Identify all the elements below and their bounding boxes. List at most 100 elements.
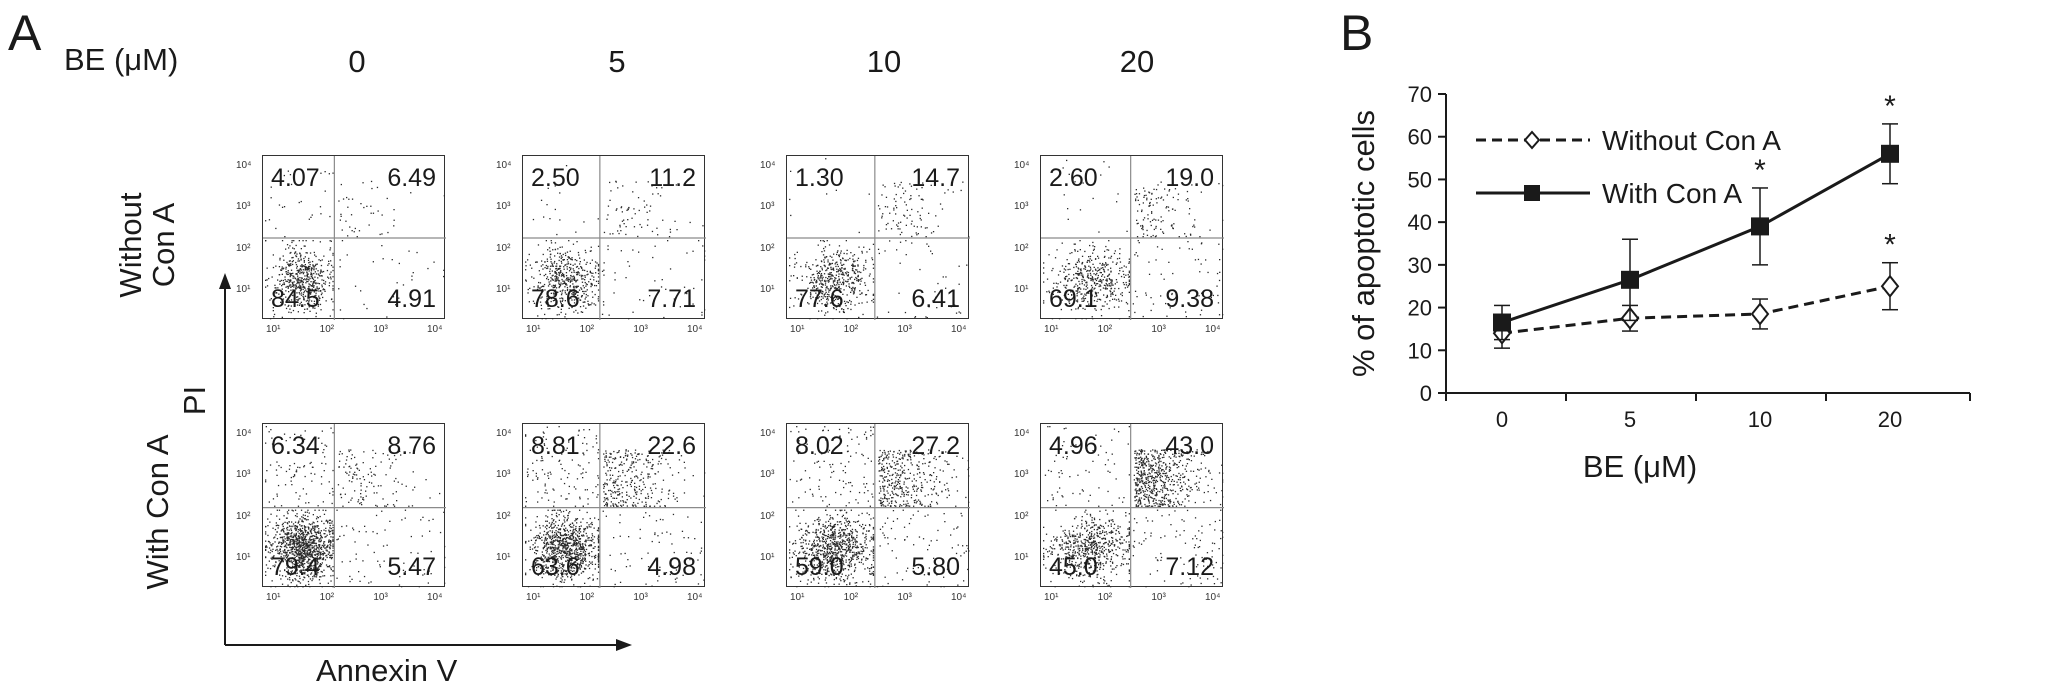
flow-y-tick: 10⁴: [1014, 428, 1030, 439]
pi-axis-label: PI: [177, 385, 213, 416]
flow-plot: 6.34 8.76 79.4 5.47: [262, 423, 446, 588]
legend-label: With Con A: [1602, 178, 1742, 209]
data-point: [1750, 302, 1770, 326]
flow-plot-scatter: [1041, 424, 1224, 588]
flow-y-tick: 10⁴: [496, 428, 512, 439]
panel-b-label: B: [1340, 5, 1374, 61]
x-tick-label: 10: [1748, 407, 1772, 432]
flow-x-tick: 10¹: [526, 324, 541, 335]
legend-label: Without Con A: [1602, 125, 1781, 156]
flow-plot-scatter: [1041, 156, 1224, 320]
flow-y-tick: 10²: [760, 510, 775, 522]
flow-x-tick: 10⁴: [687, 324, 703, 335]
quadrant-upper-left-value: 1.30: [795, 164, 844, 192]
flow-plot-scatter: [523, 156, 706, 320]
flow-x-tick: 10³: [373, 324, 388, 335]
flow-x-tick: 10³: [633, 324, 648, 335]
flow-plot-scatter: [263, 156, 446, 320]
flow-y-tick: 10⁴: [496, 160, 512, 171]
flow-x-tick: 10³: [633, 592, 648, 603]
flow-x-tick: 10¹: [526, 592, 541, 603]
x-axis-label: BE (μM): [1583, 449, 1697, 484]
quadrant-upper-right-value: 19.0: [1165, 164, 1214, 192]
flow-x-tick: 10¹: [1044, 592, 1059, 603]
quadrant-lower-left-value: 79.4: [271, 553, 320, 581]
flow-x-tick: 10⁴: [951, 324, 967, 335]
x-tick-label: 5: [1624, 407, 1636, 432]
flow-x-tick: 10⁴: [1205, 592, 1221, 603]
quadrant-lower-left-value: 84.5: [271, 285, 320, 313]
flow-y-tick: 10²: [236, 510, 251, 522]
flow-x-tick: 10⁴: [951, 592, 967, 603]
y-axis-label: % of apoptotic cells: [1346, 110, 1381, 377]
quadrant-upper-left-value: 4.96: [1049, 432, 1098, 460]
quadrant-lower-right-value: 5.80: [911, 553, 960, 581]
x-tick-label: 0: [1496, 407, 1508, 432]
flow-x-tick: 10⁴: [687, 592, 703, 603]
data-point: [1880, 274, 1900, 298]
quadrant-upper-left-value: 6.34: [271, 432, 320, 460]
flow-x-tick: 10³: [897, 592, 912, 603]
flow-plot-scatter: [787, 424, 970, 588]
flow-x-tick: 10⁴: [1205, 324, 1221, 335]
flow-y-tick: 10¹: [1014, 552, 1029, 563]
quadrant-lower-right-value: 9.38: [1165, 285, 1214, 313]
y-tick-label: 0: [1420, 381, 1432, 406]
flow-y-tick: 10²: [1014, 510, 1029, 522]
quadrant-upper-right-value: 14.7: [911, 164, 960, 192]
flow-x-tick: 10⁴: [427, 324, 443, 335]
series-line: [1501, 284, 1891, 335]
flow-x-tick: 10¹: [266, 324, 281, 335]
legend-marker: [1524, 185, 1540, 201]
flow-y-tick: 10³: [1014, 201, 1029, 213]
quadrant-lower-right-value: 4.91: [387, 285, 436, 313]
flow-x-tick: 10²: [319, 592, 335, 603]
y-tick-label: 20: [1408, 296, 1432, 321]
flow-y-tick: 10⁴: [760, 428, 776, 439]
flow-y-tick: 10²: [1014, 242, 1029, 254]
y-tick-label: 40: [1408, 210, 1432, 235]
quadrant-upper-left-value: 8.02: [795, 432, 844, 460]
flow-x-tick: 10²: [579, 324, 595, 335]
flow-plot: 8.02 27.2 59.0 5.80: [786, 423, 970, 588]
quadrant-upper-left-value: 8.81: [531, 432, 580, 460]
flow-x-tick: 10²: [579, 592, 595, 603]
quadrant-upper-right-value: 27.2: [911, 432, 960, 460]
flow-x-tick: 10¹: [790, 592, 805, 603]
flow-x-tick: 10¹: [790, 324, 805, 335]
flow-y-tick: 10³: [496, 469, 511, 481]
flow-y-tick: 10¹: [760, 552, 775, 563]
flow-plot-scatter: [523, 424, 706, 588]
annexin-arrow-icon: [616, 639, 632, 651]
quadrant-upper-right-value: 8.76: [387, 432, 436, 460]
quadrant-lower-left-value: 69.1: [1049, 285, 1098, 313]
y-tick-label: 60: [1408, 125, 1432, 150]
quadrant-lower-left-value: 78.6: [531, 285, 580, 313]
flow-plot: 1.30 14.7 77.6 6.41: [786, 155, 970, 320]
quadrant-upper-left-value: 2.60: [1049, 164, 1098, 192]
significance-marker: *: [1754, 154, 1766, 187]
flow-y-tick: 10¹: [496, 284, 511, 295]
flow-plot: 2.50 11.2 78.6 7.71: [522, 155, 706, 320]
flow-y-tick: 10²: [496, 510, 511, 522]
flow-y-tick: 10³: [1014, 469, 1029, 481]
flow-x-tick: 10⁴: [427, 592, 443, 603]
legend-marker: [1523, 130, 1541, 150]
flow-y-tick: 10³: [760, 201, 775, 213]
series-line: [1501, 152, 1891, 324]
data-point: [1881, 144, 1899, 163]
quadrant-upper-right-value: 6.49: [387, 164, 436, 192]
pi-arrow-icon: [219, 273, 231, 289]
panel-a-label: A: [8, 5, 42, 61]
y-tick-label: 30: [1408, 253, 1432, 278]
pi-annexin-axes: [219, 273, 632, 651]
flow-y-tick: 10²: [760, 242, 775, 254]
apoptosis-line-chart: 0 10 20 30 40 50 60 70 0 5 10 20 BE (μM) % of apoptot…: [1346, 82, 1971, 484]
quadrant-lower-left-value: 45.0: [1049, 553, 1098, 581]
flow-y-tick: 10¹: [496, 552, 511, 563]
column-header-10: 10: [866, 44, 902, 79]
y-tick-label: 10: [1408, 338, 1432, 363]
flow-plot: 4.96 43.0 45.0 7.12: [1040, 423, 1224, 588]
quadrant-lower-right-value: 6.41: [911, 285, 960, 313]
quadrant-upper-right-value: 11.2: [649, 164, 696, 192]
